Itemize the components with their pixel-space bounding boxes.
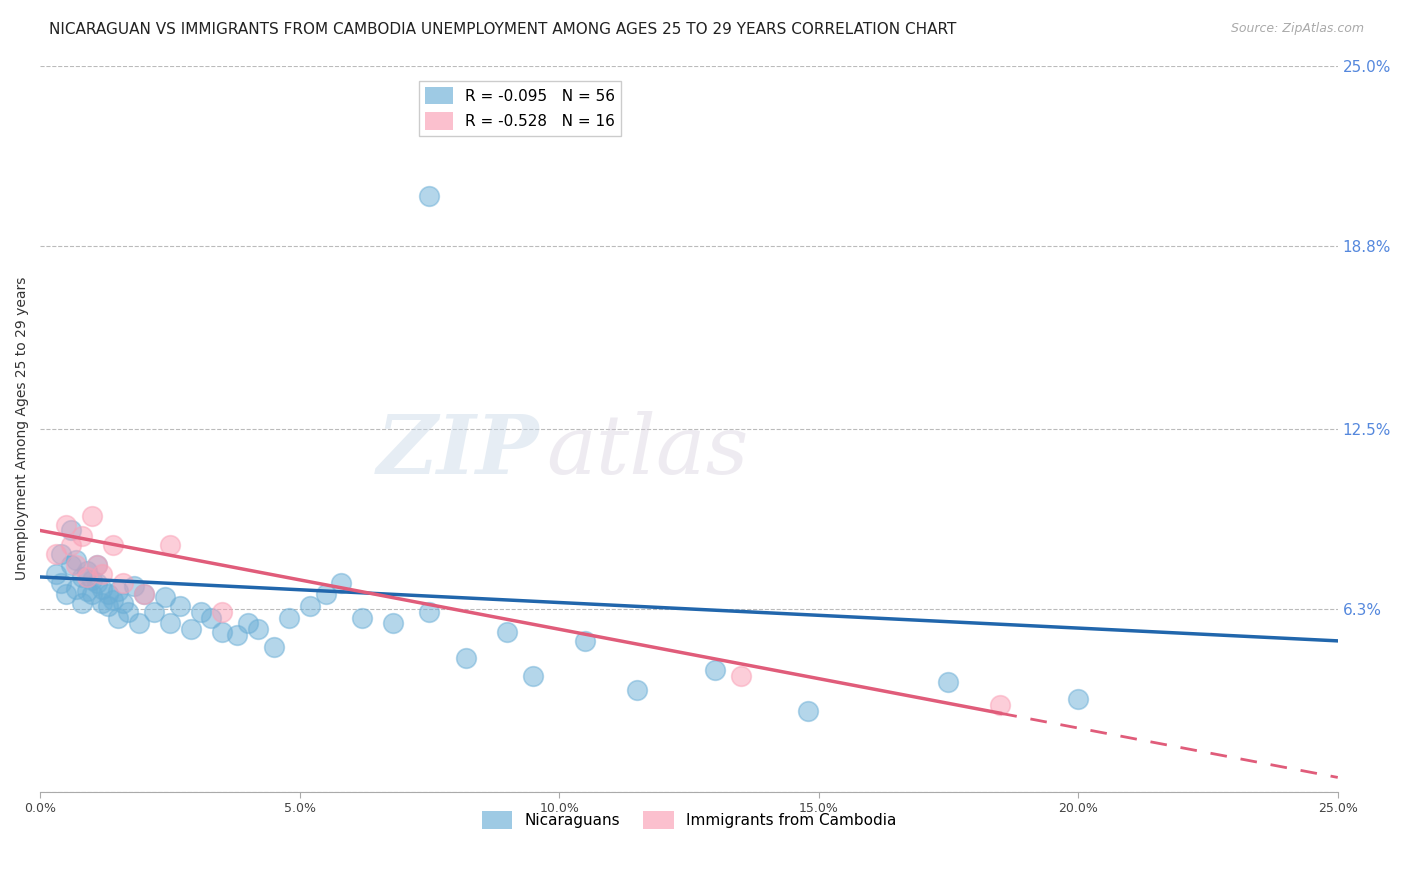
Point [247,622,270,636]
Point [45,567,67,582]
Point [101,593,124,607]
Point [86,558,108,573]
Text: atlas: atlas [546,410,748,491]
Point [112,596,135,610]
Point [315,587,337,601]
Point [65,582,87,596]
Point [574,633,596,648]
Point [97,587,120,601]
Point [278,610,301,624]
Text: ZIP: ZIP [377,410,540,491]
Point [132,587,155,601]
Point [70,596,93,610]
Point [226,628,249,642]
Point [45,547,67,561]
Point [80,587,103,601]
Point [938,674,960,689]
Point [169,599,191,613]
Point [60,538,83,552]
Point [76,584,98,599]
Point [180,622,202,636]
Point [86,558,108,573]
Point [65,558,87,573]
Point [418,605,440,619]
Point [454,651,477,665]
Point [522,669,544,683]
Point [200,610,222,624]
Point [382,616,405,631]
Point [91,596,114,610]
Point [159,538,181,552]
Point [797,704,820,718]
Point [55,517,77,532]
Point [60,524,83,538]
Point [70,570,93,584]
Point [990,698,1012,712]
Point [86,575,108,590]
Point [143,605,166,619]
Point [49,575,72,590]
Point [101,538,124,552]
Point [91,582,114,596]
Y-axis label: Unemployment Among Ages 25 to 29 years: Unemployment Among Ages 25 to 29 years [15,277,30,581]
Point [211,605,233,619]
Text: Source: ZipAtlas.com: Source: ZipAtlas.com [1230,22,1364,36]
Point [80,573,103,587]
Point [55,587,77,601]
Point [49,547,72,561]
Point [112,575,135,590]
Point [107,610,129,624]
Point [70,529,93,543]
Point [211,625,233,640]
Point [330,575,353,590]
Point [60,558,83,573]
Point [298,599,321,613]
Point [236,616,259,631]
Point [190,605,212,619]
Point [117,605,139,619]
Point [153,591,176,605]
Point [107,584,129,599]
Point [730,669,752,683]
Point [626,683,648,698]
Point [418,189,440,203]
Text: NICARAGUAN VS IMMIGRANTS FROM CAMBODIA UNEMPLOYMENT AMONG AGES 25 TO 29 YEARS CO: NICARAGUAN VS IMMIGRANTS FROM CAMBODIA U… [49,22,956,37]
Point [263,640,285,654]
Point [122,579,145,593]
Point [128,616,150,631]
Point [1067,692,1090,706]
Point [132,587,155,601]
Point [91,567,114,582]
Point [76,570,98,584]
Point [76,564,98,578]
Point [65,552,87,566]
Point [703,663,725,677]
Point [496,625,519,640]
Legend: Nicaraguans, Immigrants from Cambodia: Nicaraguans, Immigrants from Cambodia [475,805,903,835]
Point [159,616,181,631]
Point [97,599,120,613]
Point [350,610,373,624]
Point [80,508,103,523]
